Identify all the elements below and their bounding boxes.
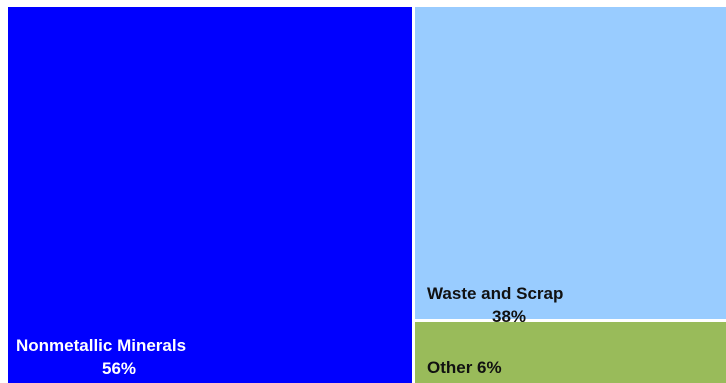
labels-layer: Nonmetallic Minerals 56% Waste and Scrap 38… xyxy=(16,284,563,378)
tile-label-percent: 56% xyxy=(102,359,136,378)
treemap-tile-other-6 xyxy=(415,322,726,383)
tile-label-name: Other 6% xyxy=(427,358,502,377)
tile-label-percent: 38% xyxy=(492,307,526,326)
tile-label-name: Nonmetallic Minerals xyxy=(16,336,186,355)
treemap-tile-nonmetallic-minerals xyxy=(8,7,412,383)
tile-label-name: Waste and Scrap xyxy=(427,284,563,303)
treemap-tile-waste-and-scrap xyxy=(415,7,726,319)
tiles-layer xyxy=(8,7,726,383)
